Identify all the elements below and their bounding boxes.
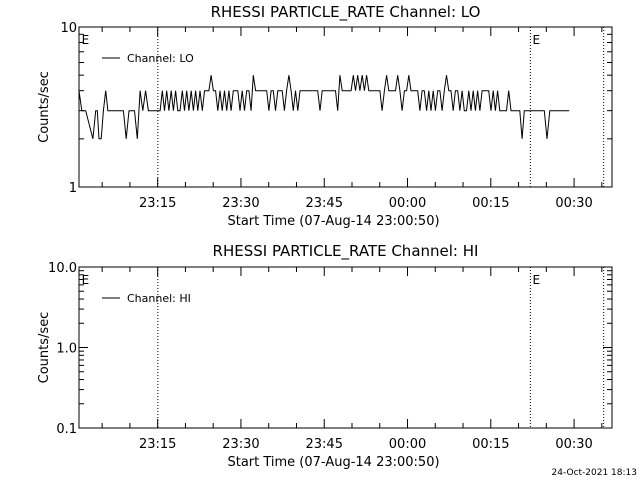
event-marker-label: E bbox=[532, 33, 540, 47]
timestamp: 24-Oct-2021 18:13 bbox=[552, 468, 637, 478]
chart-title: RHESSI PARTICLE_RATE Channel: LO bbox=[211, 3, 481, 22]
x-tick-label: 00:15 bbox=[472, 196, 509, 211]
event-marker-label: E bbox=[82, 33, 90, 47]
x-tick-label: 00:15 bbox=[472, 437, 509, 452]
chart-title: RHESSI PARTICLE_RATE Channel: HI bbox=[213, 242, 479, 261]
legend-label: Channel: HI bbox=[127, 292, 191, 305]
x-tick-label: 23:15 bbox=[139, 437, 176, 452]
plot-frame bbox=[78, 26, 613, 188]
y-tick-label: 0.1 bbox=[56, 422, 77, 437]
y-tick-label: 10 bbox=[60, 21, 77, 36]
x-tick-label: 00:00 bbox=[389, 196, 426, 211]
event-marker-label: E bbox=[532, 273, 540, 287]
event-marker-label: E bbox=[82, 273, 90, 287]
x-axis-label: Start Time (07-Aug-14 23:00:50) bbox=[227, 214, 439, 229]
y-tick-label: 1 bbox=[69, 181, 77, 196]
x-tick-label: 00:00 bbox=[389, 437, 426, 452]
x-tick-label: 23:30 bbox=[222, 196, 259, 211]
series-line-channel-lo bbox=[78, 75, 570, 140]
x-axis-label: Start Time (07-Aug-14 23:00:50) bbox=[227, 455, 439, 470]
x-tick-label: 00:30 bbox=[555, 196, 592, 211]
panel-lo: RHESSI PARTICLE_RATE Channel: LO Counts/s… bbox=[37, 3, 613, 229]
y-tick-label: 10.0 bbox=[48, 261, 77, 276]
legend-label: Channel: LO bbox=[127, 52, 194, 65]
panel-hi: RHESSI PARTICLE_RATE Channel: HI Counts/s… bbox=[37, 242, 613, 470]
x-tick-label: 00:30 bbox=[555, 437, 592, 452]
y-tick-label: 1.0 bbox=[56, 342, 77, 357]
y-axis-label: Counts/sec bbox=[37, 312, 52, 384]
x-tick-label: 23:45 bbox=[306, 196, 343, 211]
x-tick-label: 23:45 bbox=[306, 437, 343, 452]
x-tick-label: 23:15 bbox=[139, 196, 176, 211]
y-axis-label: Counts/sec bbox=[37, 71, 52, 143]
x-tick-label: 23:30 bbox=[222, 437, 259, 452]
